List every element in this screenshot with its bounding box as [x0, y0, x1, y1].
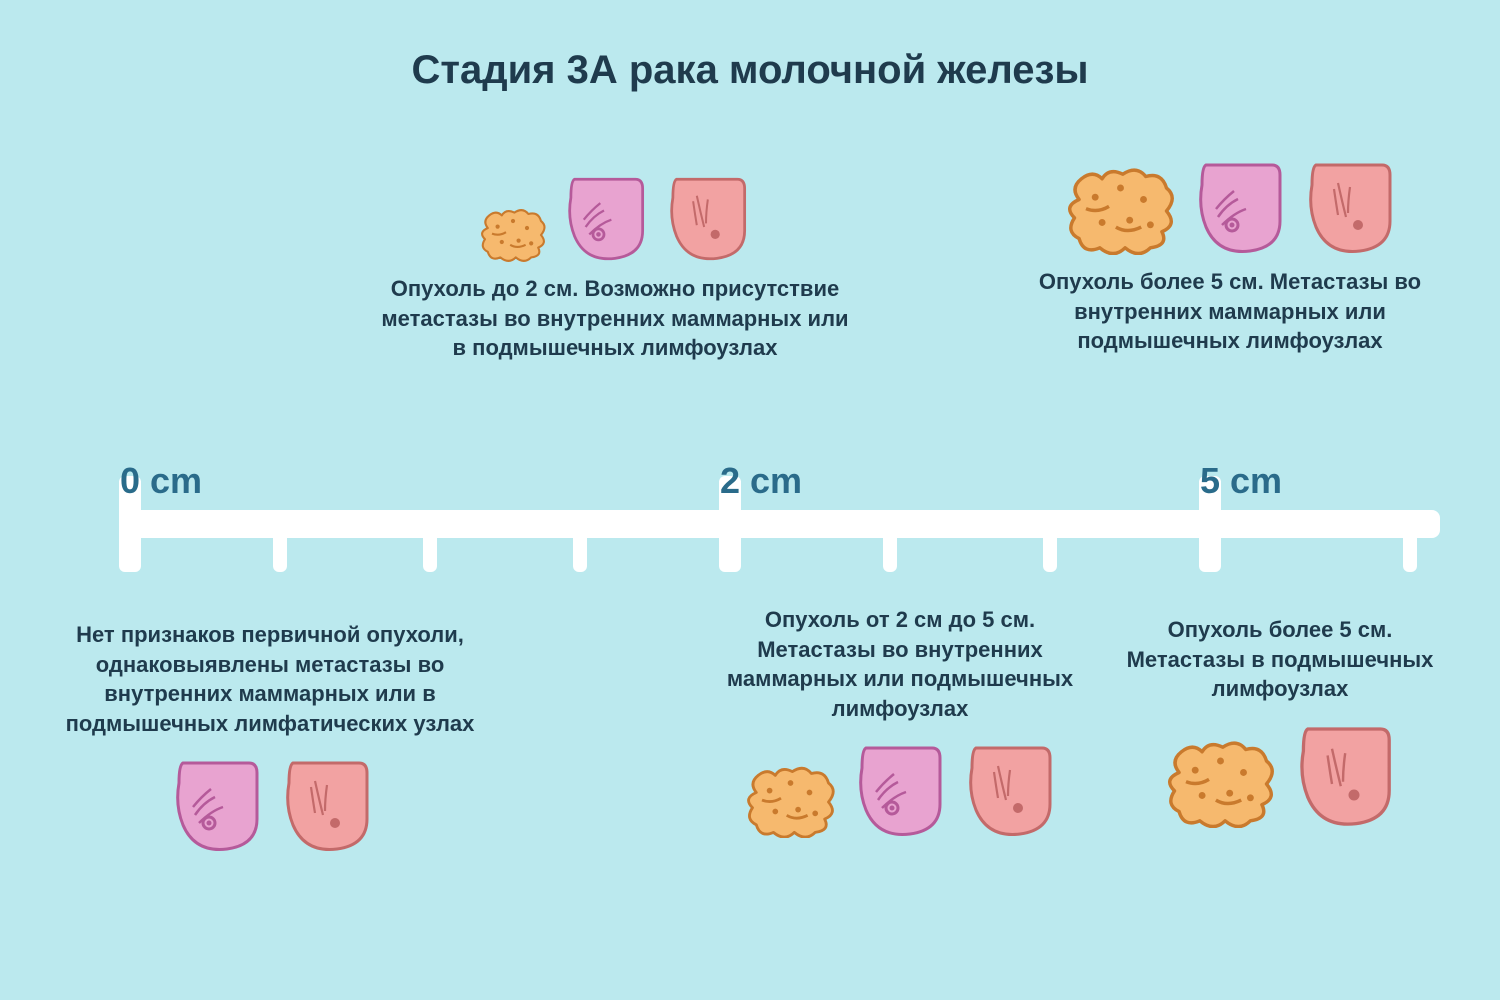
- block-description: Опухоль до 2 см. Возможно присутствие ме…: [375, 274, 855, 363]
- breast1-icon: [1188, 155, 1288, 255]
- info-block-bottom-5plus: Опухоль более 5 см. Метастазы в подмышеч…: [1110, 615, 1450, 828]
- size-ruler: 0 cm2 cm5 cm: [130, 510, 1440, 538]
- block-description: Опухоль более 5 см. Метастазы в подмышеч…: [1110, 615, 1450, 704]
- ruler-minor-tick: [883, 510, 897, 572]
- ruler-minor-tick: [1043, 510, 1057, 572]
- tumor-icon: [1063, 165, 1178, 255]
- ruler-tick-label: 5 cm: [1200, 460, 1282, 502]
- breast1-icon: [558, 170, 650, 262]
- breast2-icon: [275, 753, 375, 853]
- ruler-bar: [130, 510, 1440, 538]
- breast2-icon: [660, 170, 752, 262]
- breast1-icon: [848, 738, 948, 838]
- icon-row: [60, 753, 480, 853]
- ruler-tick-label: 0 cm: [120, 460, 202, 502]
- block-description: Нет признаков первичной опухоли, однаков…: [60, 620, 480, 739]
- ruler-minor-tick: [573, 510, 587, 572]
- breast2-icon: [1298, 155, 1398, 255]
- icon-row: [1110, 718, 1450, 828]
- icon-row: [720, 738, 1080, 838]
- info-block-bottom-2to5: Опухоль от 2 см до 5 см. Метастазы во вн…: [720, 605, 1080, 838]
- info-block-bottom-0cm: Нет признаков первичной опухоли, однаков…: [60, 620, 480, 853]
- tumor-icon: [478, 207, 548, 262]
- icon-row: [1030, 155, 1430, 255]
- info-block-top-5cm: Опухоль более 5 см. Метастазы во внутрен…: [1030, 155, 1430, 356]
- icon-row: [375, 170, 855, 262]
- breast2-icon: [958, 738, 1058, 838]
- tumor-icon: [743, 764, 838, 838]
- ruler-minor-tick: [1403, 510, 1417, 572]
- breast1-icon: [165, 753, 265, 853]
- tumor-icon: [1163, 738, 1278, 828]
- ruler-minor-tick: [273, 510, 287, 572]
- ruler-tick-label: 2 cm: [720, 460, 802, 502]
- ruler-minor-tick: [423, 510, 437, 572]
- block-description: Опухоль от 2 см до 5 см. Метастазы во вн…: [720, 605, 1080, 724]
- info-block-top-2cm: Опухоль до 2 см. Возможно присутствие ме…: [375, 170, 855, 363]
- block-description: Опухоль более 5 см. Метастазы во внутрен…: [1030, 267, 1430, 356]
- page-title: Стадия 3А рака молочной железы: [0, 48, 1500, 93]
- breast2-icon: [1288, 718, 1398, 828]
